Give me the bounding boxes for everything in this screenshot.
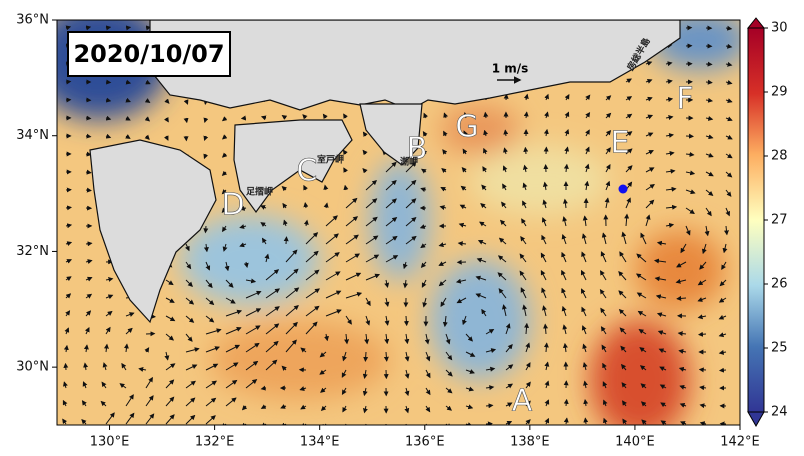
vector — [86, 190, 91, 191]
colorbar-tick-label: 26 — [771, 277, 788, 292]
site-label: D — [221, 188, 244, 223]
scale-label: 1 m/s — [492, 62, 529, 76]
vector — [86, 172, 91, 173]
site-label: G — [455, 110, 478, 145]
y-tick-label: 30°N — [16, 360, 49, 375]
colorbar-tick-label: 29 — [771, 85, 788, 100]
place-name: 潮岬 — [400, 156, 418, 168]
site-label: F — [676, 82, 693, 117]
x-tick-label: 132°E — [195, 435, 235, 450]
colorbar-tick-label: 25 — [771, 341, 788, 356]
vector — [546, 343, 547, 352]
site-label: C — [297, 154, 318, 189]
vector — [86, 243, 92, 244]
vector — [525, 148, 526, 154]
colorbar — [748, 28, 764, 412]
colorbar-extend-bottom — [748, 412, 764, 426]
x-tick-label: 142°E — [720, 435, 760, 450]
y-tick-label: 32°N — [16, 244, 49, 259]
vector — [286, 237, 287, 244]
colorbar-tick-label: 28 — [771, 149, 788, 164]
vector — [486, 405, 493, 406]
vector — [585, 418, 586, 424]
colorbar-tick-label: 30 — [771, 21, 788, 36]
x-tick-label: 138°E — [510, 435, 550, 450]
x-tick-label: 140°E — [615, 435, 655, 450]
site-label: E — [611, 126, 630, 161]
vector — [242, 118, 246, 119]
vector — [720, 370, 726, 371]
vector — [365, 352, 366, 361]
y-tick-label: 34°N — [16, 128, 49, 143]
vector — [205, 226, 206, 232]
vector — [106, 82, 110, 83]
x-tick-label: 136°E — [405, 435, 445, 450]
vector — [406, 316, 407, 325]
vector — [86, 136, 91, 137]
date-label: 2020/10/07 — [73, 40, 224, 68]
colorbar-tick-label: 24 — [771, 405, 788, 420]
vector — [566, 400, 567, 406]
vector — [485, 113, 486, 118]
x-tick-label: 134°E — [300, 435, 340, 450]
place-name: 室戸岬 — [317, 154, 344, 166]
y-tick-label: 36°N — [16, 13, 49, 28]
colorbar-tick-label: 27 — [771, 213, 788, 228]
x-tick-label: 130°E — [90, 435, 130, 450]
vector — [706, 82, 712, 83]
colorbar-extend-top — [748, 18, 764, 28]
vector — [86, 118, 90, 119]
vector — [126, 27, 130, 28]
vector — [66, 207, 71, 208]
station-marker — [619, 185, 628, 194]
vector — [699, 334, 706, 335]
site-label: A — [512, 384, 533, 419]
place-name: 足摺岬 — [246, 186, 273, 198]
vector — [506, 95, 507, 100]
